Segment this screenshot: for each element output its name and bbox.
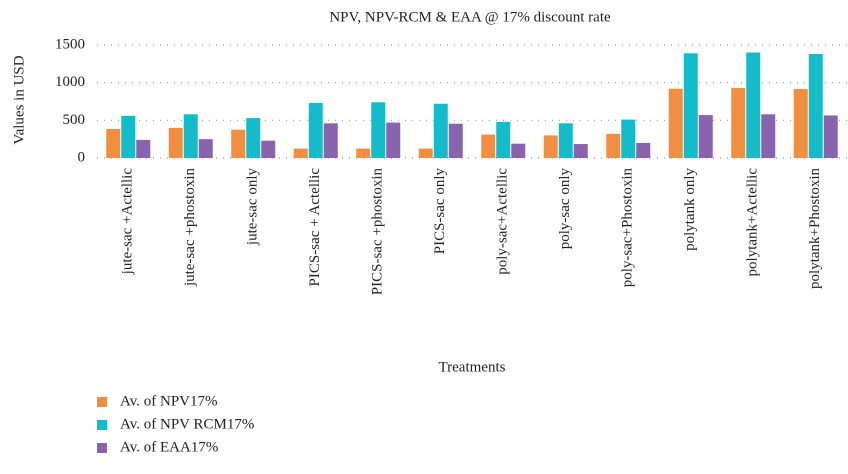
- bar: [683, 53, 698, 158]
- bar: [183, 114, 198, 158]
- x-tick-label: PICS-sac only: [432, 168, 448, 255]
- bar: [496, 121, 511, 158]
- bar: [573, 144, 588, 158]
- bar: [621, 119, 636, 158]
- bar: [261, 140, 276, 158]
- bar: [606, 133, 621, 158]
- bar: [168, 127, 183, 158]
- x-tick-label: polytank only: [682, 168, 698, 251]
- legend-label: Av. of NPV RCM17%: [120, 416, 254, 432]
- bar: [746, 52, 761, 158]
- legend-swatch: [97, 420, 107, 430]
- chart-title: NPV, NPV-RCM & EAA @ 17% discount rate: [329, 9, 611, 25]
- y-axis-title: Values in USD: [11, 55, 27, 144]
- bar: [511, 143, 526, 158]
- bar: [731, 87, 746, 158]
- bar: [761, 114, 776, 158]
- x-tick-label: jute-sac only: [245, 168, 261, 247]
- x-tick-label: jute-sac +Actellic: [120, 168, 136, 276]
- x-tick-label: poly-sac+Phostoxin: [620, 168, 636, 288]
- x-tick-label: poly-sac only: [557, 168, 573, 250]
- bar: [808, 54, 823, 158]
- bar: [356, 148, 371, 158]
- bar: [121, 115, 136, 158]
- bar: [323, 123, 338, 158]
- legend-label: Av. of EAA17%: [120, 439, 218, 455]
- legend-label: Av. of NPV17%: [120, 393, 218, 409]
- y-tick-label: 1000: [55, 74, 85, 90]
- x-tick-label: jute-sac +phostoxin: [182, 168, 198, 288]
- bar: [668, 88, 683, 158]
- bar: [293, 148, 308, 158]
- bar: [543, 135, 558, 158]
- bar: [136, 139, 151, 158]
- bar: [418, 148, 433, 158]
- bar: [448, 123, 463, 158]
- bar: [698, 115, 713, 158]
- bar: [308, 103, 323, 158]
- bar: [481, 134, 496, 158]
- x-tick-label: PICS-sac +phostoxin: [370, 168, 386, 296]
- x-tick-label: PICS-sac + Actellic: [307, 168, 323, 287]
- y-tick-label: 0: [78, 149, 86, 165]
- bar: [433, 103, 448, 158]
- y-tick-label: 1500: [55, 36, 85, 52]
- bar: [231, 129, 246, 158]
- bar: [386, 122, 401, 158]
- bar: [558, 123, 573, 158]
- x-tick-label: polytank+Phostoxin: [807, 168, 823, 289]
- x-axis-title: Treatments: [439, 359, 506, 375]
- legend-swatch: [97, 443, 107, 453]
- bar: [198, 139, 213, 158]
- bar: [823, 115, 838, 158]
- legend-swatch: [97, 397, 107, 407]
- x-tick-label: poly-sac+Actellic: [495, 168, 511, 275]
- bar: [246, 118, 261, 158]
- y-tick-label: 500: [63, 112, 86, 128]
- x-tick-label: polytank+Actellic: [745, 168, 761, 277]
- bar: [793, 89, 808, 158]
- bar: [371, 102, 386, 158]
- bar: [636, 142, 651, 158]
- bar: [106, 128, 121, 158]
